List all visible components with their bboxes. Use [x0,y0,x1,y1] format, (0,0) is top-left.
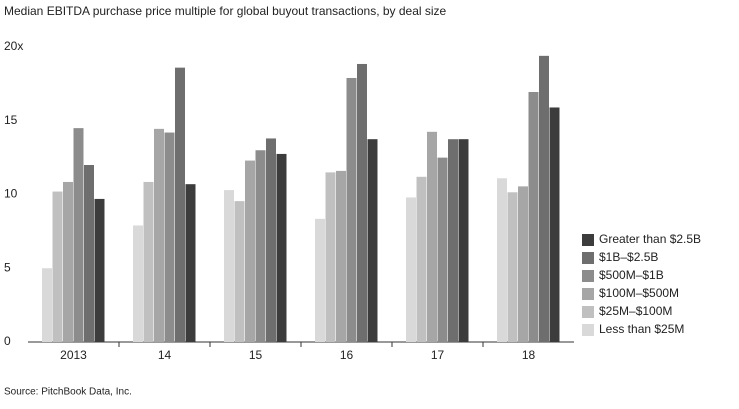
source: Source: PitchBook Data, Inc. [4,387,132,398]
bar [458,139,469,342]
legend-swatch [582,288,594,300]
legend-swatch [582,270,594,282]
x-tick-label: 17 [431,348,445,362]
bar [406,197,416,342]
bar [164,132,175,342]
y-tick-label: 15 [4,113,18,127]
bar [507,192,518,342]
bar [367,139,378,342]
bar [315,218,325,342]
bar [42,268,52,342]
x-tick-label: 16 [340,348,354,362]
chart-title: Median EBITDA purchase price multiple fo… [4,4,447,18]
bar [52,191,63,342]
y-tick-label: 0 [4,334,11,348]
bar [427,131,437,342]
bar [143,181,154,342]
bar [416,176,427,342]
y-tick-label: 5 [4,260,11,274]
bar [255,150,266,342]
bar [549,107,560,342]
x-tick-label: 15 [249,348,263,362]
bar [73,128,84,342]
bar [539,55,549,342]
bar [266,138,276,342]
bar [234,201,245,342]
bar [448,139,458,342]
bar [518,186,528,342]
bar [336,170,346,342]
bar [84,165,94,342]
y-tick-label: 20x [4,39,23,53]
legend-label: Greater than $2.5B [599,232,701,246]
x-tick-label: 18 [522,348,536,362]
bar [528,91,539,342]
bar [346,77,357,342]
x-tick-label: 14 [158,348,172,362]
bar [133,225,143,342]
bar [175,67,185,343]
legend-swatch [582,234,594,246]
legend-swatch [582,252,594,264]
y-tick-label: 10 [4,187,18,201]
bar [325,172,336,342]
legend-label: Less than $25M [599,322,684,336]
bar [63,181,73,342]
legend-swatch [582,324,594,336]
x-tick-label: 2013 [60,348,87,362]
bar [437,157,448,342]
legend-label: $500M–$1B [599,268,664,282]
bar [357,63,367,343]
bar [245,160,255,342]
bar [94,198,105,342]
bar [154,128,164,342]
bar [224,190,234,342]
bar [497,178,507,342]
legend-swatch [582,306,594,318]
legend-label: $25M–$100M [599,304,672,318]
bar [185,184,196,342]
legend-label: $1B–$2.5B [599,250,658,264]
bar [276,153,287,342]
legend-label: $100M–$500M [599,286,679,300]
